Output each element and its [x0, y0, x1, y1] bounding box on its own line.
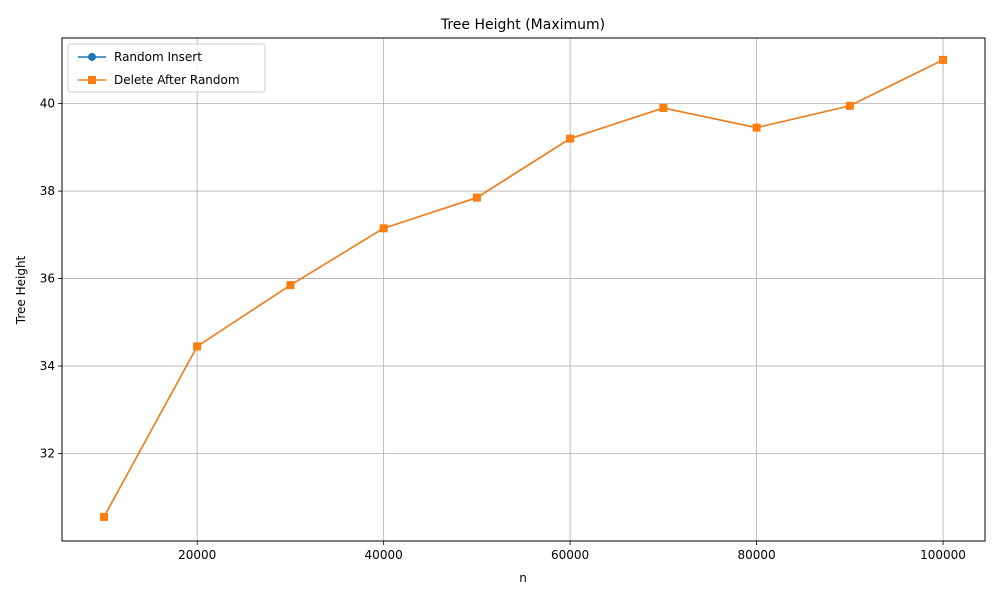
- data-point-delete-after-random: [379, 224, 388, 233]
- x-axis-label: n: [519, 571, 527, 585]
- x-tick-label: 100000: [920, 548, 966, 562]
- x-tick-label: 20000: [178, 548, 216, 562]
- data-point-delete-after-random: [845, 101, 854, 110]
- x-tick-label: 80000: [737, 548, 775, 562]
- chart-title: Tree Height (Maximum): [440, 17, 605, 33]
- legend-marker-delete-after-random: [88, 76, 96, 84]
- x-axis-ticks: 20000 40000 60000 80000 100000: [178, 541, 966, 562]
- y-axis-ticks: 32 34 36 38 40: [40, 97, 62, 461]
- legend-box: [67, 43, 266, 93]
- y-tick-label: 40: [40, 97, 55, 111]
- series-delete-after-random: [99, 55, 948, 521]
- series-random-insert: [99, 55, 948, 521]
- grid: [62, 38, 985, 541]
- legend-label-delete-after-random: Delete After Random: [114, 73, 240, 87]
- data-point-delete-after-random: [939, 55, 948, 64]
- plot-frame: [61, 37, 986, 542]
- legend-marker-random-insert: [88, 53, 96, 61]
- x-tick-label: 40000: [365, 548, 403, 562]
- data-point-delete-after-random: [99, 512, 108, 521]
- data-point-delete-after-random: [752, 123, 761, 132]
- y-tick-label: 32: [40, 447, 55, 461]
- data-point-delete-after-random: [472, 193, 481, 202]
- series-layer: [99, 55, 948, 521]
- series-line-random-insert: [103, 59, 944, 518]
- x-tick-label: 60000: [551, 548, 589, 562]
- y-tick-label: 36: [40, 272, 55, 286]
- y-axis-label: Tree Height: [14, 255, 28, 325]
- legend: Random Insert Delete After Random: [67, 43, 266, 93]
- series-line-delete-after-random: [103, 59, 944, 518]
- data-point-delete-after-random: [193, 342, 202, 351]
- y-tick-label: 38: [40, 184, 55, 198]
- data-point-delete-after-random: [659, 103, 668, 112]
- y-tick-label: 34: [40, 359, 55, 373]
- legend-label-random-insert: Random Insert: [114, 50, 202, 64]
- data-point-delete-after-random: [566, 134, 575, 143]
- data-point-delete-after-random: [286, 281, 295, 290]
